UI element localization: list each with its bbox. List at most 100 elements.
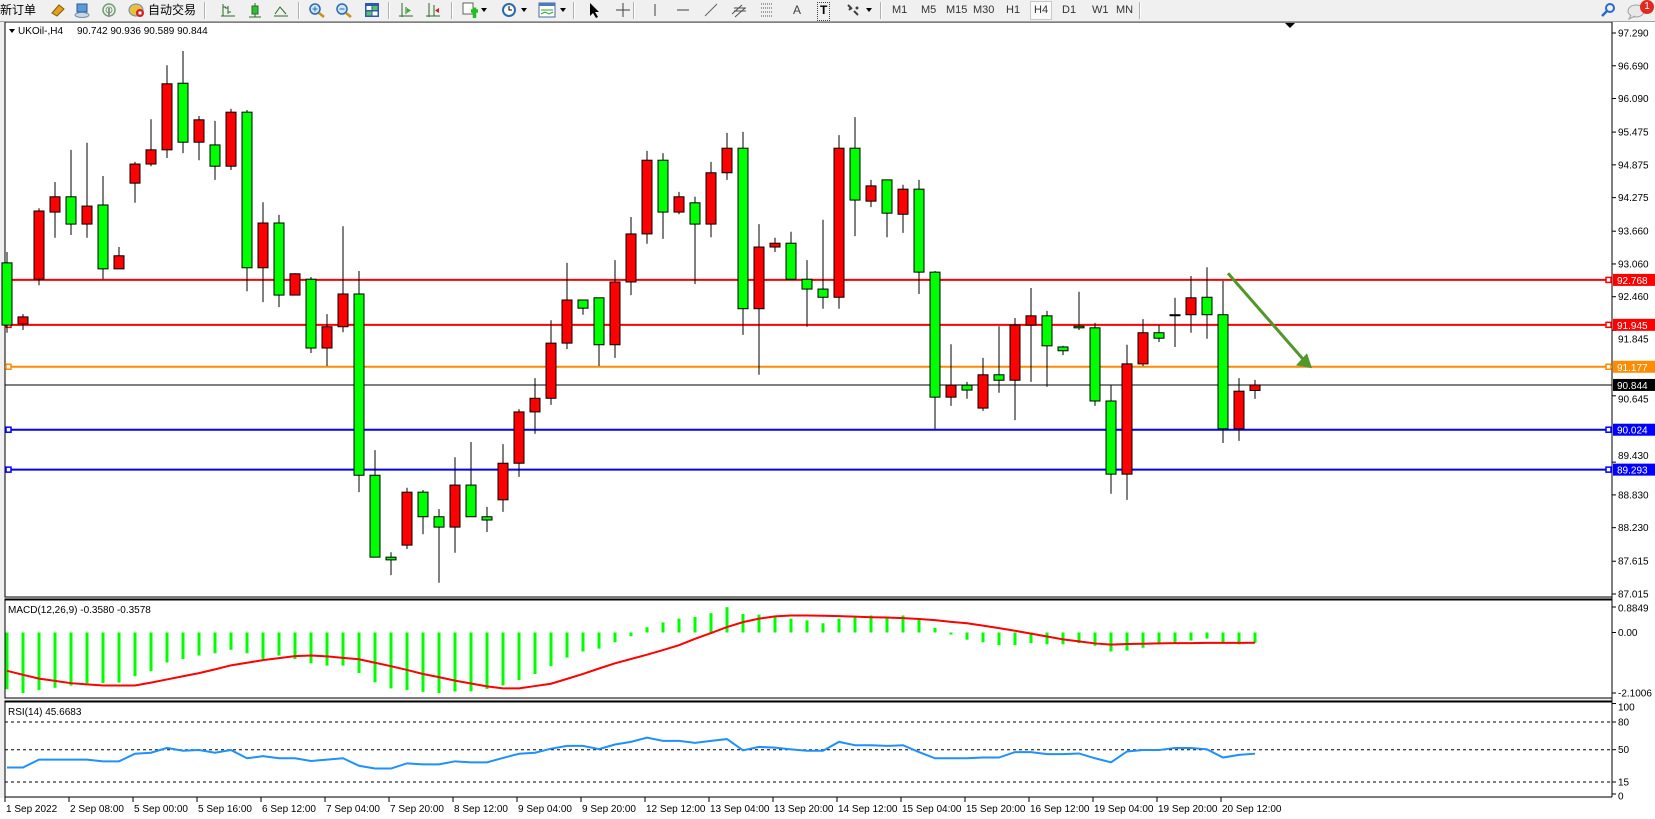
candle: [625, 216, 637, 296]
candle: [1009, 318, 1021, 421]
fibonacci-icon[interactable]: [760, 2, 778, 19]
zoom-in-icon[interactable]: [308, 2, 326, 19]
chart-shift-marker-icon: [1285, 23, 1295, 28]
auto-trading-button[interactable]: 自动交易: [148, 3, 197, 17]
rsi-label: RSI(14) 45.6683: [8, 707, 82, 718]
candle: [225, 108, 237, 171]
candle: [49, 182, 61, 238]
price-tick-label: 90.645: [1618, 394, 1649, 405]
cursor-icon[interactable]: [587, 2, 601, 19]
timeframe-m5[interactable]: M5: [921, 4, 937, 16]
trend-arrow[interactable]: [1226, 272, 1306, 362]
candle: [145, 119, 157, 167]
candle: [97, 176, 109, 280]
candle-body: [257, 222, 269, 269]
macd-histogram-bar: [1029, 632, 1033, 644]
level-handle[interactable]: [1605, 466, 1612, 473]
equidistant-channel-icon[interactable]: [731, 2, 749, 19]
timeframe-h4[interactable]: H4: [1030, 1, 1053, 20]
timeframe-d1[interactable]: D1: [1062, 4, 1077, 16]
macd-histogram-bar: [69, 632, 73, 686]
level-handle[interactable]: [5, 466, 12, 473]
level-handle[interactable]: [1605, 321, 1612, 329]
timeframe-m1[interactable]: M1: [892, 4, 908, 16]
new-order-button[interactable]: 新订单: [0, 3, 37, 17]
candle-body: [401, 491, 413, 546]
notification-badge: 1: [1640, 0, 1654, 14]
macd-histogram-bar: [1013, 632, 1017, 646]
line-chart-icon[interactable]: [273, 2, 289, 19]
macd-histogram-bar: [885, 617, 889, 633]
candle-body: [81, 205, 93, 225]
candle-body: [321, 326, 333, 349]
timeframe-mn[interactable]: MN: [1116, 4, 1134, 16]
trendline-icon[interactable]: [703, 2, 719, 19]
timeframe-m30[interactable]: M30: [973, 4, 995, 16]
label-tool-button[interactable]: T: [817, 2, 831, 21]
time-tick-label: 19 Sep 20:00: [1158, 804, 1218, 815]
time-tick-label: 7 Sep 20:00: [390, 804, 444, 815]
candle-body: [465, 484, 477, 518]
candle: [881, 179, 893, 238]
timeframe-w1[interactable]: W1: [1092, 4, 1109, 16]
price-tick-label: 96.090: [1618, 94, 1649, 105]
rsi-panel: [4, 700, 1613, 798]
autoscroll-icon[interactable]: [425, 2, 441, 19]
arrows-icon[interactable]: [845, 2, 861, 19]
arrow-head-icon: [1296, 353, 1312, 369]
periods-icon[interactable]: [501, 2, 517, 19]
macd-histogram-bar: [869, 615, 873, 633]
macd-histogram-bar: [1125, 632, 1129, 651]
tile-windows-icon[interactable]: [364, 2, 380, 19]
new-chart-icon[interactable]: [461, 2, 479, 19]
macd-histogram-bar: [117, 632, 121, 683]
candle-body: [897, 188, 909, 215]
level-handle[interactable]: [1605, 276, 1612, 284]
candle-body: [33, 210, 45, 280]
macd-histogram-bar: [405, 632, 409, 691]
candle: [609, 260, 621, 358]
candlestick-icon[interactable]: [247, 2, 263, 19]
vertical-line-icon[interactable]: [650, 2, 660, 19]
candle-body: [865, 185, 877, 202]
time-tick-label: 20 Sep 12:00: [1222, 804, 1282, 815]
candle-body: [721, 147, 733, 174]
metaeditor-icon[interactable]: [50, 2, 66, 19]
search-icon[interactable]: [1600, 2, 1616, 19]
level-handle[interactable]: [1605, 426, 1612, 433]
text-tool-button[interactable]: A: [793, 3, 802, 17]
bar-chart-icon[interactable]: [220, 2, 236, 19]
price-tick-label: 94.275: [1618, 193, 1649, 204]
macd-tick-label: 0.00: [1618, 628, 1638, 639]
macd-histogram-bar: [1173, 632, 1177, 644]
navigator-icon[interactable]: [74, 2, 90, 19]
candle-body: [433, 516, 445, 528]
horizontal-line-icon[interactable]: [675, 2, 691, 19]
signal-icon[interactable]: [101, 2, 117, 19]
macd-histogram-bar: [133, 632, 137, 677]
chart-shift-icon[interactable]: [398, 2, 414, 19]
macd-histogram-bar: [517, 632, 521, 681]
level-handle[interactable]: [1605, 363, 1612, 371]
candle: [721, 132, 733, 180]
macd-histogram-bar: [709, 613, 713, 633]
time-tick-label: 14 Sep 12:00: [838, 804, 898, 815]
candle: [417, 489, 429, 535]
candle-body: [881, 179, 893, 214]
candle-body: [641, 159, 653, 235]
time-tick-label: 7 Sep 04:00: [326, 804, 380, 815]
candle: [785, 231, 797, 280]
templates-icon[interactable]: [538, 2, 556, 19]
level-handle[interactable]: [5, 363, 12, 371]
candle: [753, 224, 765, 375]
macd-histogram-bar: [805, 620, 809, 633]
timeframe-m15[interactable]: M15: [946, 4, 968, 16]
auto-trading-icon[interactable]: [128, 2, 146, 19]
zoom-out-icon[interactable]: [335, 2, 353, 19]
crosshair-icon[interactable]: [615, 2, 631, 19]
candle-body: [113, 255, 125, 270]
timeframe-h1[interactable]: H1: [1006, 4, 1021, 16]
macd-histogram-bar: [21, 632, 25, 693]
level-handle[interactable]: [5, 426, 12, 433]
